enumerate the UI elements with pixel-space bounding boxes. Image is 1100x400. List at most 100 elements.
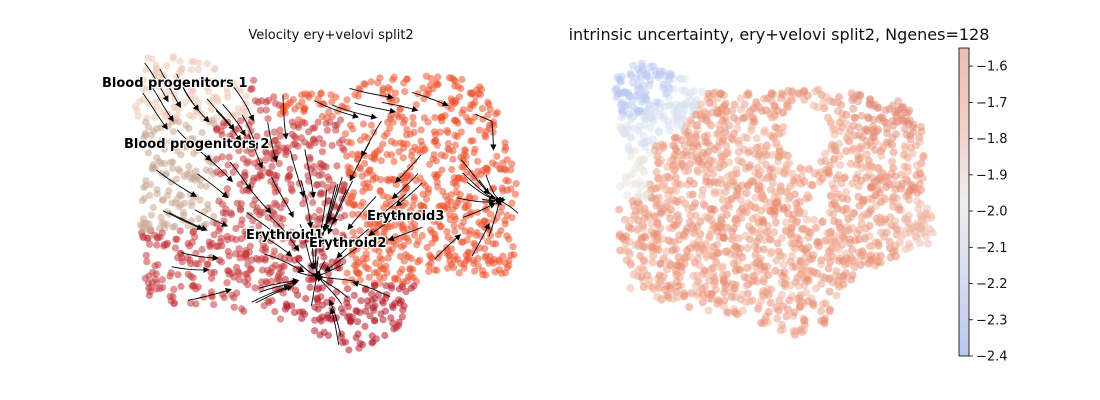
scatter-point — [904, 211, 913, 220]
scatter-point — [380, 239, 388, 248]
scatter-point — [731, 242, 740, 251]
streamline — [457, 197, 496, 206]
streamline — [159, 68, 182, 108]
streamline — [271, 176, 294, 218]
scatter-point — [627, 71, 635, 80]
scatter-point — [374, 216, 382, 224]
streamline — [268, 214, 300, 252]
scatter-point — [646, 124, 655, 133]
scatter-point — [502, 176, 510, 184]
scatter-point — [763, 318, 772, 326]
streamline — [314, 263, 344, 280]
scatter-point — [698, 191, 707, 200]
scatter-point — [412, 176, 420, 185]
scatter-point — [716, 89, 725, 98]
scatter-point — [315, 284, 323, 292]
scatter-point — [826, 228, 834, 236]
scatter-point — [492, 161, 500, 169]
scatter-point — [379, 84, 387, 92]
scatter-point — [821, 299, 830, 308]
scatter-point — [752, 134, 761, 143]
scatter-point — [352, 334, 360, 342]
scatter-point — [843, 222, 851, 231]
scatter-point — [181, 172, 189, 180]
scatter-point — [731, 281, 740, 290]
scatter-point — [709, 263, 718, 272]
scatter-point — [398, 265, 406, 273]
scatter-point — [316, 331, 324, 339]
scatter-point — [653, 221, 662, 230]
scatter-point — [681, 101, 690, 110]
scatter-point — [631, 206, 640, 215]
scatter-point — [346, 169, 354, 177]
scatter-point — [474, 157, 482, 165]
scatter-point — [768, 179, 777, 187]
scatter-point — [365, 167, 373, 175]
scatter-point — [621, 173, 630, 182]
scatter-point — [681, 199, 690, 208]
streamline — [314, 273, 356, 282]
scatter-point — [327, 315, 335, 324]
scatter-point — [486, 252, 494, 260]
scatter-point — [799, 166, 808, 175]
streamline — [381, 101, 419, 112]
colorbar-tick-label: −2.2 — [976, 277, 1008, 292]
scatter-point — [252, 254, 260, 263]
scatter-point — [826, 192, 835, 201]
scatter-point — [623, 101, 632, 110]
scatter-point — [740, 133, 749, 141]
streamline — [327, 189, 347, 235]
streamline — [181, 252, 219, 261]
scatter-point — [826, 306, 835, 314]
scatter-point — [876, 198, 885, 207]
scatter-point — [343, 152, 351, 160]
scatter-point — [757, 296, 766, 305]
scatter-point — [460, 218, 468, 226]
scatter-point — [301, 119, 309, 127]
scatter-point — [448, 236, 456, 244]
scatter-point — [177, 282, 185, 291]
scatter-point — [502, 143, 510, 151]
scatter-point — [701, 282, 710, 291]
scatter-point — [417, 137, 425, 145]
scatter-point — [386, 115, 395, 123]
scatter-point — [470, 173, 478, 181]
scatter-point — [628, 78, 637, 87]
scatter-point — [498, 269, 506, 277]
scatter-point — [730, 100, 739, 109]
scatter-point — [702, 177, 711, 186]
scatter-point — [192, 300, 200, 308]
scatter-point — [350, 189, 358, 197]
scatter-point — [383, 151, 391, 159]
scatter-point — [474, 167, 482, 176]
scatter-point — [475, 89, 483, 97]
scatter-point — [369, 176, 377, 184]
scatter-point — [766, 235, 775, 244]
streamline — [316, 274, 349, 299]
scatter-point — [306, 142, 314, 150]
scatter-point — [770, 101, 779, 110]
scatter-point — [458, 109, 466, 117]
scatter-point — [471, 194, 479, 202]
scatter-point — [419, 179, 427, 187]
scatter-point — [238, 305, 246, 313]
scatter-point — [362, 184, 370, 192]
scatter-point — [450, 174, 458, 182]
scatter-point — [471, 113, 479, 121]
scatter-point — [780, 170, 789, 179]
scatter-point — [224, 161, 232, 169]
scatter-point — [294, 142, 302, 150]
scatter-point — [624, 247, 633, 256]
scatter-point — [268, 162, 276, 170]
scatter-point — [852, 174, 861, 183]
scatter-point — [408, 222, 416, 231]
scatter-point — [399, 154, 407, 162]
streamline — [391, 173, 419, 199]
scatter-point — [181, 199, 189, 207]
scatter-point — [409, 120, 417, 128]
scatter-point — [681, 148, 690, 157]
scatter-point — [258, 266, 267, 274]
cluster-labels: Blood progenitors 1 Blood progenitors 2 … — [101, 75, 446, 253]
scatter-point — [153, 186, 161, 194]
scatter-point — [349, 201, 357, 209]
